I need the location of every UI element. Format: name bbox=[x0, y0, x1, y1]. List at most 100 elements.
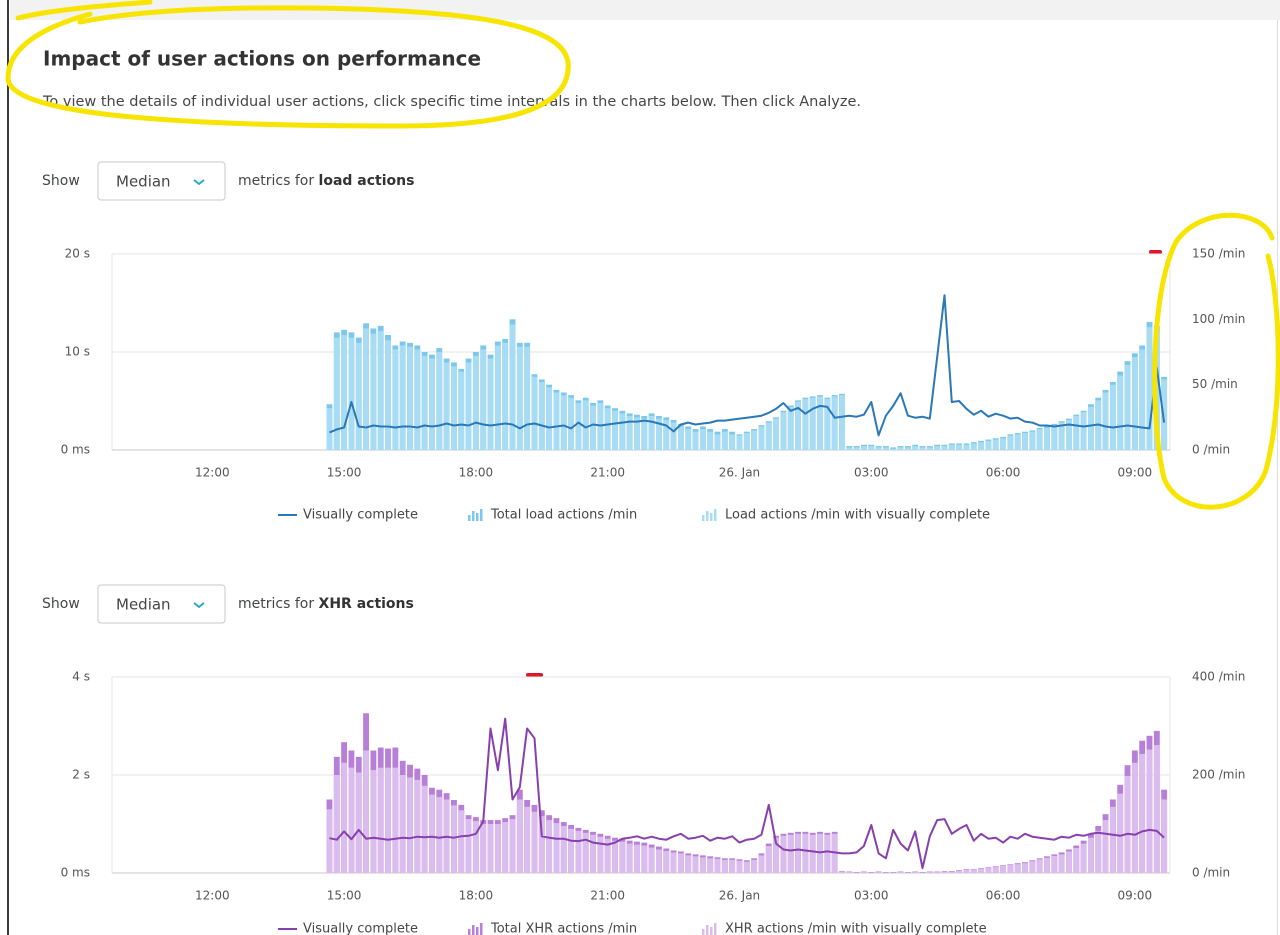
bar bbox=[1044, 857, 1050, 873]
bar bbox=[531, 811, 538, 873]
bar bbox=[919, 447, 926, 450]
aggregation-dropdown[interactable]: Median bbox=[97, 584, 226, 624]
bar bbox=[1058, 854, 1065, 873]
bar bbox=[1007, 435, 1014, 450]
line bbox=[329, 717, 1165, 870]
x-tick-label: 03:00 bbox=[854, 889, 889, 903]
problem-marker bbox=[1149, 250, 1162, 254]
bar bbox=[795, 833, 801, 873]
bar bbox=[1029, 861, 1036, 873]
bar bbox=[656, 849, 662, 873]
bar bbox=[634, 844, 640, 873]
bar bbox=[1146, 749, 1153, 873]
bar bbox=[656, 418, 662, 450]
y2-tick-label: 0 /min bbox=[1192, 866, 1230, 880]
legend-swatch bbox=[702, 929, 705, 935]
bar bbox=[414, 349, 421, 450]
bar bbox=[1124, 365, 1131, 450]
legend-swatch bbox=[468, 929, 471, 935]
bar bbox=[926, 872, 933, 873]
bar bbox=[502, 342, 509, 450]
bar bbox=[934, 872, 941, 873]
bar bbox=[699, 429, 706, 450]
bar bbox=[1087, 406, 1094, 450]
bar bbox=[809, 834, 816, 873]
x-tick-label: 21:00 bbox=[590, 889, 625, 903]
bar bbox=[721, 859, 728, 873]
bar bbox=[817, 396, 823, 450]
bar bbox=[1161, 379, 1168, 450]
bar bbox=[355, 342, 362, 450]
bar bbox=[392, 767, 399, 873]
bar bbox=[692, 856, 699, 873]
bar bbox=[553, 392, 560, 450]
bar bbox=[1080, 843, 1087, 873]
bar bbox=[634, 417, 640, 450]
bar bbox=[348, 767, 355, 873]
legend-label: Visually complete bbox=[303, 508, 418, 523]
x-tick-label: 06:00 bbox=[986, 889, 1021, 903]
bar bbox=[568, 828, 575, 873]
bar bbox=[465, 819, 472, 873]
bar bbox=[363, 328, 369, 450]
bar bbox=[480, 824, 487, 873]
bar bbox=[370, 770, 377, 873]
y2-tick-label: 400 /min bbox=[1192, 670, 1245, 684]
dropdown-chevron[interactable] bbox=[193, 179, 205, 186]
bar bbox=[560, 825, 567, 873]
bar bbox=[912, 446, 919, 450]
dropdown-value[interactable]: Median bbox=[116, 173, 171, 191]
action-type: XHR actions bbox=[319, 596, 414, 612]
aggregation-dropdown[interactable]: Median bbox=[97, 161, 226, 201]
bar bbox=[751, 430, 758, 450]
bar bbox=[824, 834, 831, 873]
highlight-ellipse bbox=[5, 5, 571, 129]
bar bbox=[861, 872, 867, 873]
bar bbox=[407, 346, 413, 450]
x-tick-label: 26. Jan bbox=[719, 889, 760, 903]
bar bbox=[882, 447, 889, 450]
show-label: Show bbox=[42, 173, 80, 189]
bar bbox=[839, 395, 845, 450]
bar bbox=[970, 443, 977, 450]
bar bbox=[465, 362, 472, 450]
bar bbox=[575, 830, 582, 873]
problem-marker bbox=[526, 673, 543, 677]
bar bbox=[677, 426, 684, 450]
bar bbox=[531, 376, 538, 450]
bar bbox=[429, 358, 435, 450]
bar bbox=[399, 345, 406, 450]
bar bbox=[875, 447, 882, 450]
x-tick-label: 12:00 bbox=[195, 889, 230, 903]
dropdown-box[interactable] bbox=[97, 584, 226, 624]
y2-tick-label: 100 /min bbox=[1192, 312, 1245, 326]
bar bbox=[751, 859, 758, 873]
dropdown-value[interactable]: Median bbox=[116, 596, 171, 614]
x-tick-label: 03:00 bbox=[854, 466, 889, 480]
legend-label: Total load actions /min bbox=[490, 508, 637, 523]
y2-tick-label: 0 /min bbox=[1192, 443, 1230, 457]
bar bbox=[641, 418, 648, 450]
bar bbox=[904, 447, 911, 450]
bar bbox=[992, 439, 999, 450]
bar bbox=[743, 861, 750, 873]
dropdown-chevron[interactable] bbox=[193, 602, 205, 609]
bar bbox=[897, 447, 904, 450]
x-tick-label: 18:00 bbox=[459, 466, 494, 480]
bar bbox=[773, 418, 780, 450]
bar bbox=[494, 345, 501, 450]
bar bbox=[553, 823, 560, 873]
bar bbox=[846, 447, 853, 450]
bar bbox=[948, 871, 955, 873]
bar bbox=[546, 820, 553, 873]
bar bbox=[1161, 799, 1168, 873]
bar bbox=[1000, 865, 1006, 873]
bar bbox=[817, 833, 823, 873]
y-tick-label: 0 ms bbox=[61, 866, 90, 880]
highlight-ellipse bbox=[1152, 212, 1280, 510]
bar bbox=[648, 847, 655, 873]
y-tick-label: 0 ms bbox=[61, 443, 90, 457]
bar bbox=[963, 444, 970, 450]
dropdown-box[interactable] bbox=[97, 161, 226, 201]
